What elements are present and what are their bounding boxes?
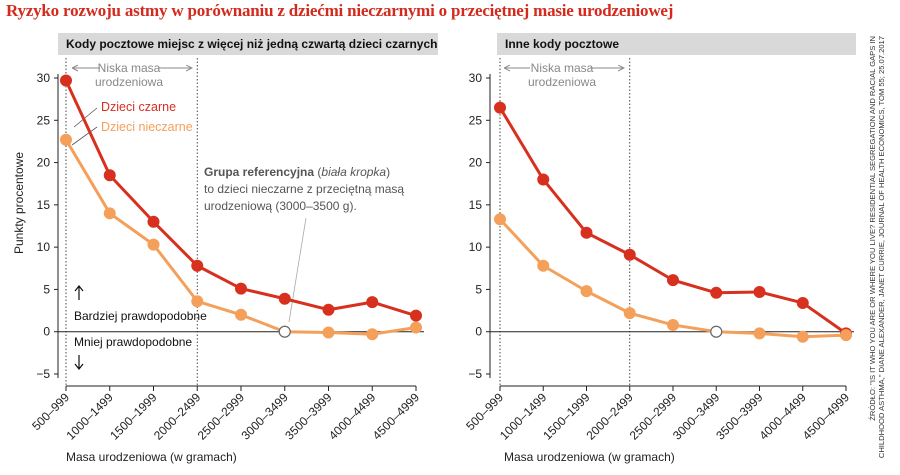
y-tick-label-right: 15 [469, 198, 483, 212]
legend-label-nonblack: Dzieci nieczarne [101, 120, 193, 134]
reference-point-right [710, 325, 723, 338]
data-point-nonblack-left [235, 308, 247, 321]
less-likely-label: Mniej prawdopodobne [74, 335, 192, 349]
x-axis-label-right: Masa urodzeniowa (w gramach) [504, 450, 675, 464]
data-point-black-left [322, 303, 335, 316]
data-point-black-right [580, 226, 593, 239]
y-tick-label-left: 30 [37, 71, 51, 85]
reference-annotation-line3: urodzeniową (3000–3500 g). [204, 199, 357, 213]
source-container: ŹRÓDŁO: "IS IT WHO YOU ARE OR WHERE YOU … [868, 36, 898, 466]
y-axis-label-left: Punkty procentowe [12, 152, 26, 254]
low-weight-label-right-1: Niska masa [531, 61, 594, 75]
x-tick-label-left: 4500–4999 [370, 390, 423, 443]
reference-annotation-line1: Grupa referencyjna (biała kropka) [204, 165, 390, 179]
chart-main-title: Ryzyko rozwoju astmy w porównaniu z dzie… [6, 1, 674, 20]
data-point-nonblack-left [103, 207, 116, 220]
data-point-black-right [494, 101, 506, 114]
data-point-nonblack-right [494, 213, 506, 226]
legend-leader-nonblack [71, 126, 98, 146]
y-tick-label-right: 10 [469, 240, 483, 254]
series-line-black-right [498, 106, 847, 335]
x-tick-label-right: 500–999 [463, 390, 506, 433]
data-point-black-right [623, 248, 636, 261]
data-point-nonblack-right [537, 259, 550, 272]
data-point-nonblack-left [147, 238, 160, 251]
data-point-nonblack-right [796, 330, 809, 343]
data-point-black-right [710, 286, 723, 299]
y-tick-label-left: 15 [37, 198, 51, 212]
y-tick-label-right: 5 [475, 282, 482, 296]
low-weight-label-left-2: urodzeniowa [95, 75, 163, 89]
more-likely-label: Bardziej prawdopodobne [74, 309, 207, 323]
x-tick-label-left: 500–999 [29, 390, 72, 433]
y-tick-label-left: −5 [36, 367, 50, 381]
panel-title-right: Inne kody pocztowe [497, 33, 856, 55]
data-point-nonblack-right [667, 318, 679, 331]
legend-label-black: Dzieci czarne [101, 100, 176, 114]
y-tick-label-left: 10 [37, 240, 51, 254]
y-tick-label-right: 20 [469, 156, 483, 170]
y-tick-label-right: −5 [468, 367, 482, 381]
reference-point-left [278, 325, 291, 338]
data-point-black-right [667, 274, 679, 287]
data-point-nonblack-right [840, 329, 852, 342]
reference-annotation-leader [288, 217, 307, 323]
data-point-black-left [103, 169, 116, 182]
data-point-black-left [60, 74, 72, 87]
arrow-up-icon [74, 285, 84, 300]
x-tick-label-right: 4500–4999 [800, 390, 853, 443]
y-tick-label-left: 0 [43, 325, 50, 339]
data-point-nonblack-left [322, 326, 335, 339]
y-tick-label-right: 30 [469, 71, 483, 85]
y-tick-label-left: 20 [37, 156, 51, 170]
data-point-black-left [366, 296, 379, 309]
data-point-nonblack-left [60, 133, 72, 146]
data-point-nonblack-right [623, 307, 636, 320]
y-tick-label-left: 5 [43, 282, 50, 296]
data-point-black-left [410, 309, 422, 322]
y-tick-label-left: 25 [37, 113, 51, 127]
legend-leader-black [73, 107, 98, 128]
y-tick-label-right: 0 [475, 325, 482, 339]
data-point-nonblack-left [366, 328, 379, 341]
data-point-black-left [147, 215, 160, 228]
data-point-nonblack-right [753, 327, 766, 340]
panel-title-left: Kody pocztowe miejsc z więcej niż jedną … [58, 33, 438, 55]
data-point-nonblack-left [191, 295, 204, 308]
x-axis-label-left: Masa urodzeniowa (w gramach) [66, 450, 237, 464]
reference-annotation-line2: to dzieci nieczarne z przeciętną masą [204, 182, 404, 196]
data-point-black-right [796, 296, 809, 309]
source-note: ŹRÓDŁO: "IS IT WHO YOU ARE OR WHERE YOU … [868, 36, 886, 459]
data-point-nonblack-left [410, 321, 422, 334]
low-weight-label-right-2: urodzeniowa [528, 75, 596, 89]
data-point-black-right [753, 285, 766, 298]
low-weight-label-left-1: Niska masa [98, 61, 161, 75]
data-point-black-left [278, 292, 291, 305]
data-point-black-left [191, 259, 204, 272]
arrow-down-icon [74, 355, 84, 370]
y-tick-label-right: 25 [469, 113, 483, 127]
data-point-black-right [537, 173, 550, 186]
data-point-nonblack-right [580, 285, 593, 298]
data-point-black-left [235, 282, 247, 295]
